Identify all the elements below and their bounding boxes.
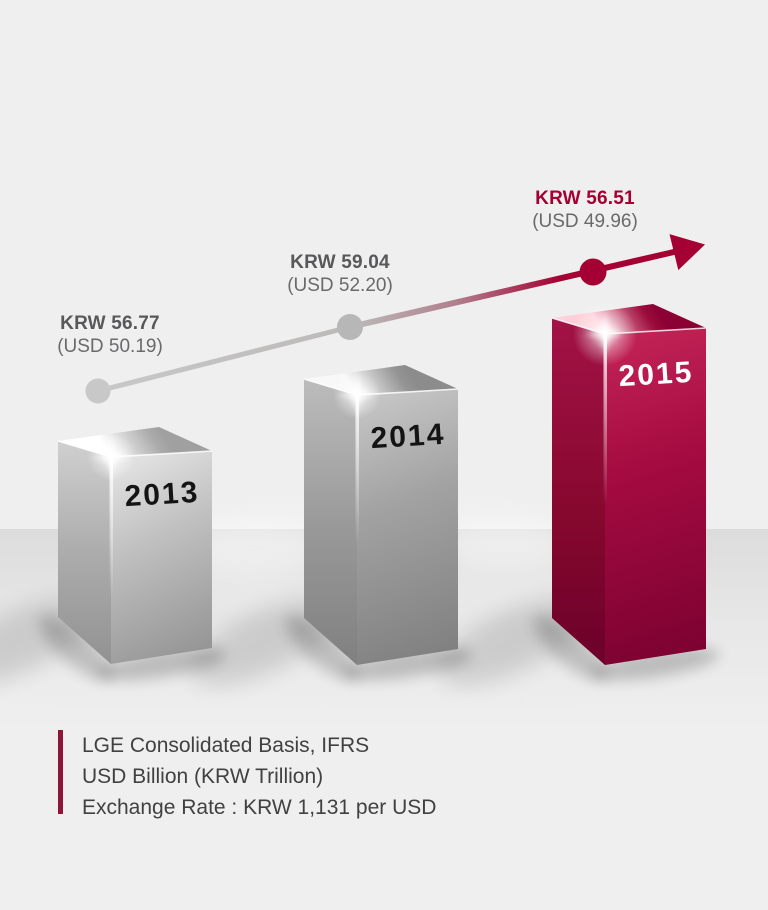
- ghost-caption: LGE Consolidated Basis, IFRS USD Billion…: [57, 697, 574, 709]
- value-label-2013: KRW 56.77 (USD 50.19): [10, 312, 210, 358]
- bar-2015-sparkle-icon: [585, 312, 625, 356]
- bar-2014-front-face: [357, 389, 458, 665]
- bar-2014-shadow: [190, 598, 472, 686]
- trend-arrow-head-icon: [669, 234, 705, 271]
- bar-2015-front-face: [605, 328, 706, 665]
- floor-glow-mid: [445, 521, 565, 569]
- footnote: LGE Consolidated Basis, IFRS USD Billion…: [58, 728, 436, 823]
- usd-value-2013: (USD 50.19): [57, 336, 163, 357]
- trend-dot-2013: [85, 378, 111, 404]
- bar-2014: [303, 365, 459, 665]
- footnote-line-1: LGE Consolidated Basis, IFRS: [82, 734, 370, 757]
- bar-2014-edge-highlight: [355, 395, 359, 545]
- krw-value-2015: KRW 56.51: [535, 188, 635, 209]
- bar-2013-left-face: [58, 441, 111, 664]
- floor-glow-left: [180, 522, 320, 574]
- trend-dot-2015: [579, 258, 607, 286]
- footnote-accent-bar: [58, 730, 63, 814]
- footnote-line-2: USD Billion (KRW Trillion): [82, 765, 324, 788]
- bar-2013-edge-highlight: [109, 457, 113, 597]
- usd-value-2015: (USD 49.96): [532, 211, 638, 232]
- trend-segment-2: [349, 248, 677, 330]
- bar-2015: [551, 302, 707, 665]
- value-label-2014: KRW 59.04 (USD 52.20): [240, 251, 440, 297]
- value-label-2015: KRW 56.51 (USD 49.96): [485, 187, 685, 233]
- krw-value-2014: KRW 59.04: [290, 252, 390, 273]
- footnote-line-3: Exchange Rate : KRW 1,131 per USD: [82, 796, 437, 819]
- bar-2013-front-face: [111, 451, 212, 664]
- bar-2015-edge-highlight: [603, 334, 607, 504]
- bar-2015-shadow: [438, 598, 720, 686]
- bar-2013-sparkle-icon: [91, 435, 131, 479]
- bar-2014-sparkle-icon: [337, 373, 377, 417]
- bar-2013-shadow: [0, 598, 226, 686]
- trend-line: [85, 234, 705, 404]
- bar-2015-left-face: [552, 318, 605, 665]
- bar-2013: [57, 427, 213, 664]
- krw-value-2013: KRW 56.77: [60, 313, 160, 334]
- trend-dot-2014: [337, 314, 363, 340]
- usd-value-2014: (USD 52.20): [287, 275, 393, 296]
- trend-segment-1: [97, 324, 351, 394]
- bar-2014-left-face: [304, 379, 357, 665]
